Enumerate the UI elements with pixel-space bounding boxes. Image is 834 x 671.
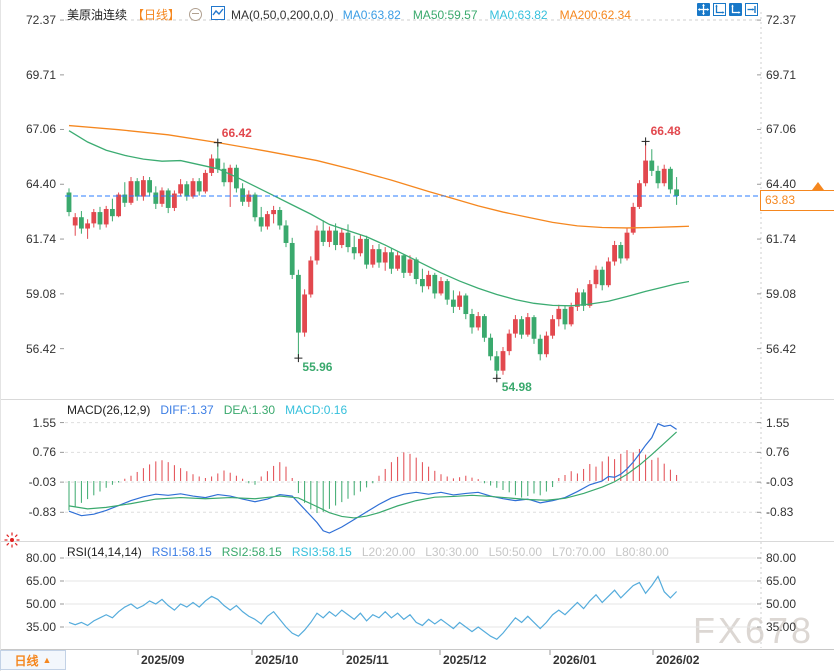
rsi-level-label: L30:30.00: [425, 545, 479, 559]
axis-scale-icon[interactable]: [729, 3, 742, 16]
chart-toolbar: [697, 3, 758, 16]
ma-formula: MA(0,50,0,200,0,0): [231, 7, 334, 22]
macd-value-label: MACD:0.16: [285, 403, 348, 417]
rsi-formula: RSI(14,14,14): [67, 545, 142, 559]
swing-price-annotation: 66.48: [650, 124, 681, 139]
macd-value-label: DIFF:1.37: [160, 403, 214, 417]
pan-icon[interactable]: [697, 3, 710, 16]
ma-value-label: MA50:59.57: [412, 7, 478, 22]
rsi-header: RSI(14,14,14) RSI1:58.15 RSI2:58.15 RSI3:5…: [67, 545, 669, 559]
main-chart-header: 美原油连续 【日线】 MA(0,50,0,200,0,0) MA0:63.82 M…: [67, 6, 631, 23]
last-price-arrow-icon: [812, 182, 824, 190]
swing-price-annotation: 54.98: [501, 380, 532, 395]
rsi-level-label: L50:50.00: [488, 545, 543, 559]
period-button[interactable]: 日线 ▲: [0, 650, 66, 670]
rsi-level-label: L80:80.00: [615, 545, 669, 559]
rsi-level-label: L20:20.00: [361, 545, 416, 559]
instrument-title: 美原油连续: [67, 8, 128, 22]
rsi-values: RSI1:58.15 RSI2:58.15 RSI3:58.15: [152, 545, 352, 559]
ma-value-label: MA0:63.82: [342, 7, 401, 22]
fx678-watermark: FX678: [693, 610, 815, 651]
ma-values: MA0:63.82 MA50:59.57 MA0:63.82 MA200:62.34: [343, 8, 631, 22]
period-tag: 【日线】: [132, 8, 181, 22]
period-button-label: 日线: [14, 653, 39, 668]
macd-header: MACD(26,12,9) DIFF:1.37 DEA:1.30 MACD:0.16: [67, 403, 347, 417]
axis-zoom-icon[interactable]: [713, 3, 726, 16]
macd-formula: MACD(26,12,9): [67, 403, 151, 417]
rsi-levels: L20:20.00 L30:30.00 L50:50.00 L70:70.00 L80:…: [362, 545, 669, 559]
swing-price-annotation: 55.96: [302, 360, 333, 375]
indicator-chart-icon[interactable]: [211, 6, 226, 23]
rsi-value-label: RSI1:58.15: [151, 545, 212, 559]
rsi-value-label: RSI3:58.15: [291, 545, 352, 559]
rsi-level-label: L70:70.00: [552, 545, 606, 559]
macd-values: DIFF:1.37 DEA:1.30 MACD:0.16: [160, 403, 347, 417]
last-price-tag: 63.83: [760, 190, 834, 211]
collapse-indicator-icon[interactable]: [189, 8, 203, 21]
period-button-arrow-icon: ▲: [42, 655, 52, 665]
ma-value-label: MA200:62.34: [559, 7, 631, 22]
pan-right-icon[interactable]: [745, 3, 758, 16]
macd-value-label: DEA:1.30: [223, 403, 276, 417]
ma-value-label: MA0:63.82: [489, 7, 548, 22]
rsi-value-label: RSI2:58.15: [221, 545, 282, 559]
live-flash-icon: [4, 532, 20, 548]
swing-price-annotation: 66.42: [221, 125, 252, 140]
